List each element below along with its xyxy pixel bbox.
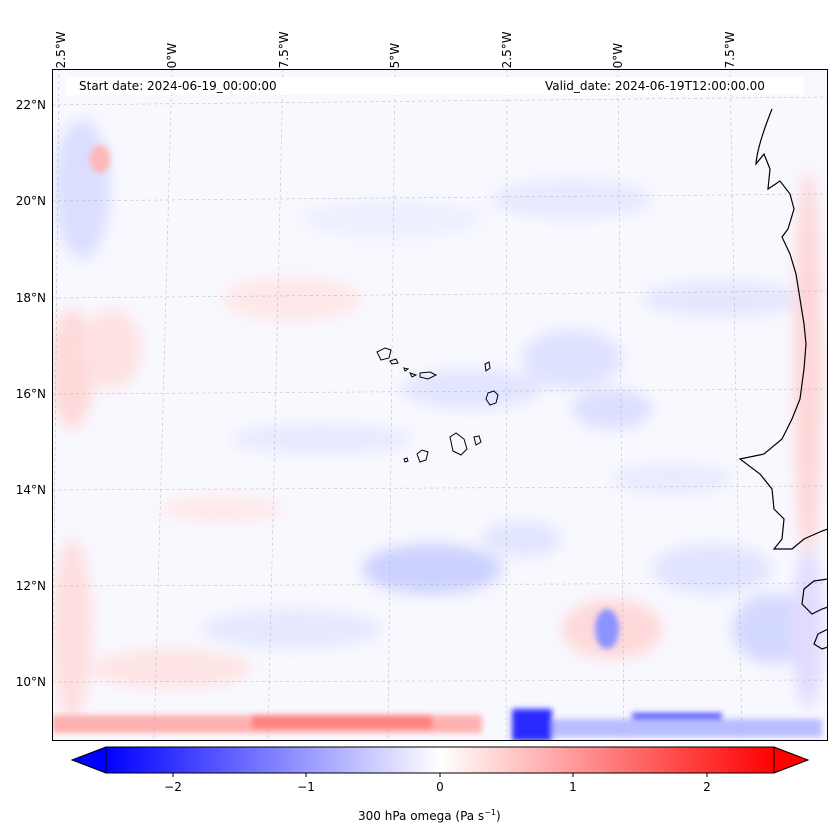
colorbar-extend-right [773, 746, 810, 774]
colorbar-tick-2: 2 [703, 780, 711, 794]
colorbar-label-exponent: −1 [484, 808, 496, 817]
start-date-label: Start date: 2024-06-19_00:00:00 [79, 79, 277, 93]
colorbar-label: 300 hPa omega (Pa s−1) [358, 808, 501, 823]
valid-date-label: Valid_date: 2024-06-19T12:00:00.00 [545, 79, 765, 93]
africa-coastline-south [801, 578, 828, 650]
colorbar-extend-left [70, 746, 107, 774]
africa-coastline [738, 108, 828, 550]
lat-label-16n: 16°N [15, 387, 46, 401]
colorbar-label-close: ) [495, 809, 501, 823]
colorbar-tick-0: 0 [436, 780, 444, 794]
lat-label-22n: 22°N [15, 98, 46, 112]
map-panel [52, 69, 828, 741]
colorbar [70, 746, 810, 777]
map-frame [52, 69, 828, 741]
lat-label-12n: 12°N [15, 579, 46, 593]
omega-field [52, 119, 824, 741]
colorbar-body [105, 746, 775, 774]
lat-label-18n: 18°N [15, 291, 46, 305]
colorbar-tick-marks [172, 773, 708, 777]
colorbar-tick-neg2: −2 [164, 780, 182, 794]
lat-label-14n: 14°N [15, 483, 46, 497]
lat-label-10n: 10°N [15, 675, 46, 689]
lat-label-20n: 20°N [15, 194, 46, 208]
cape-verde-islands [376, 347, 499, 463]
colorbar-tick-neg1: −1 [297, 780, 315, 794]
colorbar-label-main: 300 hPa omega (Pa s [358, 809, 485, 823]
graticule [52, 69, 828, 741]
info-bar [66, 77, 804, 95]
colorbar-tick-1: 1 [569, 780, 577, 794]
